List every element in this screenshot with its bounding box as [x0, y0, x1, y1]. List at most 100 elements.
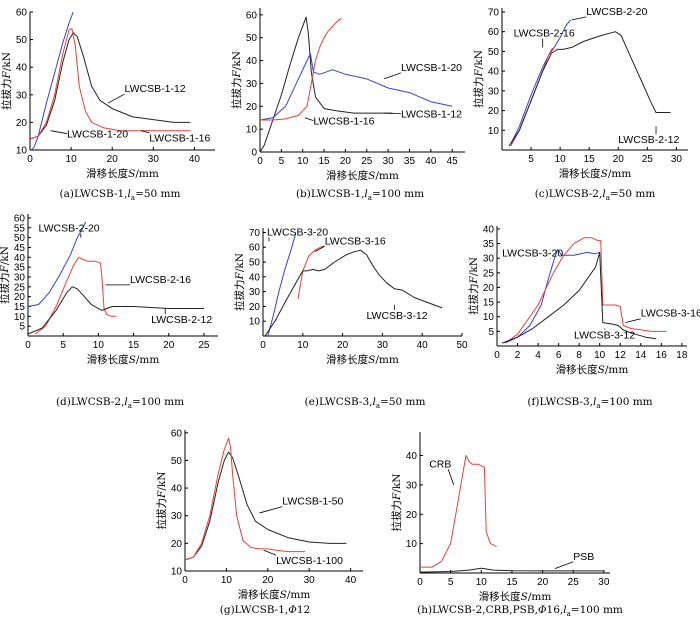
y-tick-label-e-0: 10 — [249, 317, 261, 328]
y-tick-label-b-3: 30 — [246, 79, 258, 90]
x-tick-label-d-0: 0 — [25, 340, 31, 351]
y-tick-label-f-5: 30 — [483, 254, 495, 265]
annotation-leader-g-1 — [263, 549, 277, 556]
series-line-a-lwcsb-1-20 — [30, 11, 74, 151]
y-tick-label-g-4: 50 — [171, 456, 183, 467]
y-tick-label-a-3: 40 — [16, 63, 28, 74]
x-tick-label-f-4: 8 — [576, 350, 582, 361]
x-tick-label-b-7: 35 — [404, 156, 416, 167]
x-tick-label-c-1: 10 — [555, 154, 567, 165]
y-tick-label-d-0: 5 — [19, 322, 25, 333]
y-tick-label-b-2: 20 — [246, 102, 258, 113]
x-tick-label-b-4: 20 — [340, 156, 352, 167]
series-line-b-lwcsb-1-20 — [259, 53, 453, 121]
y-axis-label-c: 拉拔力F/kN — [472, 50, 485, 108]
chart-panel-b: 0 5 10 15 20 25 30 35 40 45 0 10 20 30 40 50 60 滑移长度S/mm 拉… — [230, 0, 475, 210]
annotation-leader-a-0 — [107, 93, 125, 104]
annotation-h-1: PSB — [573, 551, 594, 563]
annotation-leader-a-1 — [50, 130, 68, 134]
chart-svg-a: 0 10 20 30 40102030405060滑移长度S/mm拉拔力F/kNLWCS… — [0, 8, 215, 180]
y-tick-label-a-5: 60 — [16, 8, 28, 19]
y-tick-label-b-1: 10 — [246, 125, 258, 136]
annotation-e-0: LWCSB-3-20 — [267, 226, 328, 238]
y-tick-label-f-2: 15 — [483, 298, 495, 309]
series-line-d-lwcsb-2-12 — [27, 286, 204, 335]
y-axis-label-d: 拉拔力F/kN — [0, 246, 11, 304]
annotation-leader-b-0 — [383, 72, 402, 80]
annotation-a-1: LWCSB-1-20 — [67, 129, 128, 141]
chart-svg-d: 0 5 10 15 20 2551015202530354045505560滑移长度S/m… — [0, 213, 218, 366]
annotation-leader-h-1 — [554, 561, 574, 569]
x-tick-label-f-6: 12 — [615, 350, 627, 361]
x-tick-label-c-5: 30 — [671, 154, 683, 165]
chart-caption-b: (b)LWCSB-1,la=100 mm — [295, 188, 425, 203]
annotation-e-2: LWCSB-3-12 — [366, 310, 427, 322]
y-tick-label-g-5: 60 — [171, 428, 183, 439]
x-tick-label-h-2: 10 — [476, 577, 488, 588]
chart-caption-a: (a)LWCSB-1,la=50 mm — [59, 188, 181, 203]
series-line-c-lwcsb-2-12 — [508, 31, 671, 147]
chart-svg-h: 0 5 10 15 20 25 30 10 20 30 40 滑移长度S/mm 拉拔力F/kN CRB PS… — [390, 432, 610, 603]
y-tick-label-d-5: 30 — [14, 272, 26, 283]
series-line-f-lwcsb-3-20 — [504, 248, 600, 344]
series-line-e-lwcsb-3-12 — [264, 249, 443, 337]
y-tick-label-f-4: 25 — [483, 268, 495, 279]
x-tick-label-b-6: 30 — [383, 156, 395, 167]
y-tick-label-h-2: 30 — [406, 480, 418, 491]
series-line-d-lwcsb-2-20 — [27, 221, 87, 307]
chart-caption-d: (d)LWCSB-2,la=100 mm — [55, 396, 185, 411]
annotation-g-0: LWCSB-1-50 — [282, 496, 343, 508]
chart-panel-c: 5 10 15 20 25 30 10 20 30 40 50 60 70 滑移长度S/mm 拉拔力F/kN… — [472, 0, 700, 210]
x-tick-label-a-0: 0 — [27, 154, 33, 165]
chart-panel-f: 0 2 4 6 8 10 12 14 16 18 5 10 15 20 25 30 35 40 滑移长度S/mm 拉拔… — [467, 208, 700, 418]
x-tick-label-b-3: 15 — [319, 156, 331, 167]
y-tick-label-h-0: 10 — [406, 539, 418, 550]
y-tick-label-f-0: 5 — [488, 327, 494, 338]
x-tick-label-f-5: 10 — [594, 350, 606, 361]
annotation-h-0: CRB — [429, 458, 451, 470]
x-tick-label-c-0: 5 — [528, 154, 534, 165]
y-tick-label-c-6: 70 — [488, 7, 500, 18]
y-tick-label-d-10: 55 — [14, 223, 26, 234]
x-tick-label-h-5: 25 — [568, 577, 580, 588]
y-tick-label-g-1: 20 — [171, 539, 183, 550]
y-tick-label-d-1: 10 — [14, 312, 26, 323]
y-axis-label-g: 拉拔力F/kN — [155, 472, 168, 530]
x-tick-label-d-2: 10 — [93, 340, 105, 351]
x-tick-label-b-2: 10 — [297, 156, 309, 167]
x-tick-label-f-2: 4 — [535, 350, 541, 361]
annotation-leader-b-2 — [383, 112, 401, 115]
y-tick-label-c-2: 30 — [488, 86, 500, 97]
annotation-leader-b-1 — [304, 117, 314, 121]
y-tick-label-d-4: 25 — [14, 282, 26, 293]
annotation-leader-f-1 — [625, 318, 641, 323]
y-axis-label-a: 拉拔力F/kN — [0, 52, 13, 110]
y-tick-label-c-5: 60 — [488, 27, 500, 38]
x-tick-label-h-6: 30 — [598, 577, 610, 588]
chart-caption-c: (c)LWCSB-2,la=50 mm — [534, 188, 656, 203]
x-tick-label-d-3: 15 — [128, 340, 140, 351]
y-tick-label-b-6: 60 — [246, 10, 258, 21]
series-line-a-lwcsb-1-12 — [29, 32, 191, 140]
x-tick-label-f-7: 14 — [635, 350, 647, 361]
x-tick-label-e-4: 40 — [417, 340, 429, 351]
annotation-leader-c-0 — [571, 16, 587, 21]
x-tick-label-f-1: 2 — [515, 350, 521, 361]
y-axis-label-e: 拉拔力F/kN — [233, 253, 246, 311]
annotation-b-0: LWCSB-1-20 — [401, 62, 462, 74]
x-tick-label-a-1: 10 — [66, 154, 78, 165]
y-tick-label-d-11: 60 — [14, 213, 26, 224]
annotation-f-1: LWCSB-3-16 — [641, 308, 700, 320]
y-axis-label-f: 拉拔力F/kN — [467, 257, 480, 315]
series-line-f-lwcsb-3-16 — [504, 237, 667, 344]
y-axis-label-h: 拉拔力F/kN — [390, 474, 403, 532]
x-tick-label-g-3: 30 — [304, 575, 316, 586]
x-axis-label-g: 滑移长度S/mm — [238, 588, 311, 601]
x-tick-label-g-0: 0 — [182, 575, 188, 586]
y-tick-label-h-1: 20 — [406, 510, 418, 521]
chart-panel-d: 0 5 10 15 20 25 5 10 15 20 25 30 35 40 45 50 55 60 滑移长度S/m… — [0, 208, 240, 418]
annotation-d-0: LWCSB-2-20 — [39, 223, 100, 235]
x-tick-label-c-3: 20 — [613, 154, 625, 165]
y-tick-label-f-6: 35 — [483, 239, 495, 250]
y-tick-label-e-3: 40 — [249, 272, 261, 283]
